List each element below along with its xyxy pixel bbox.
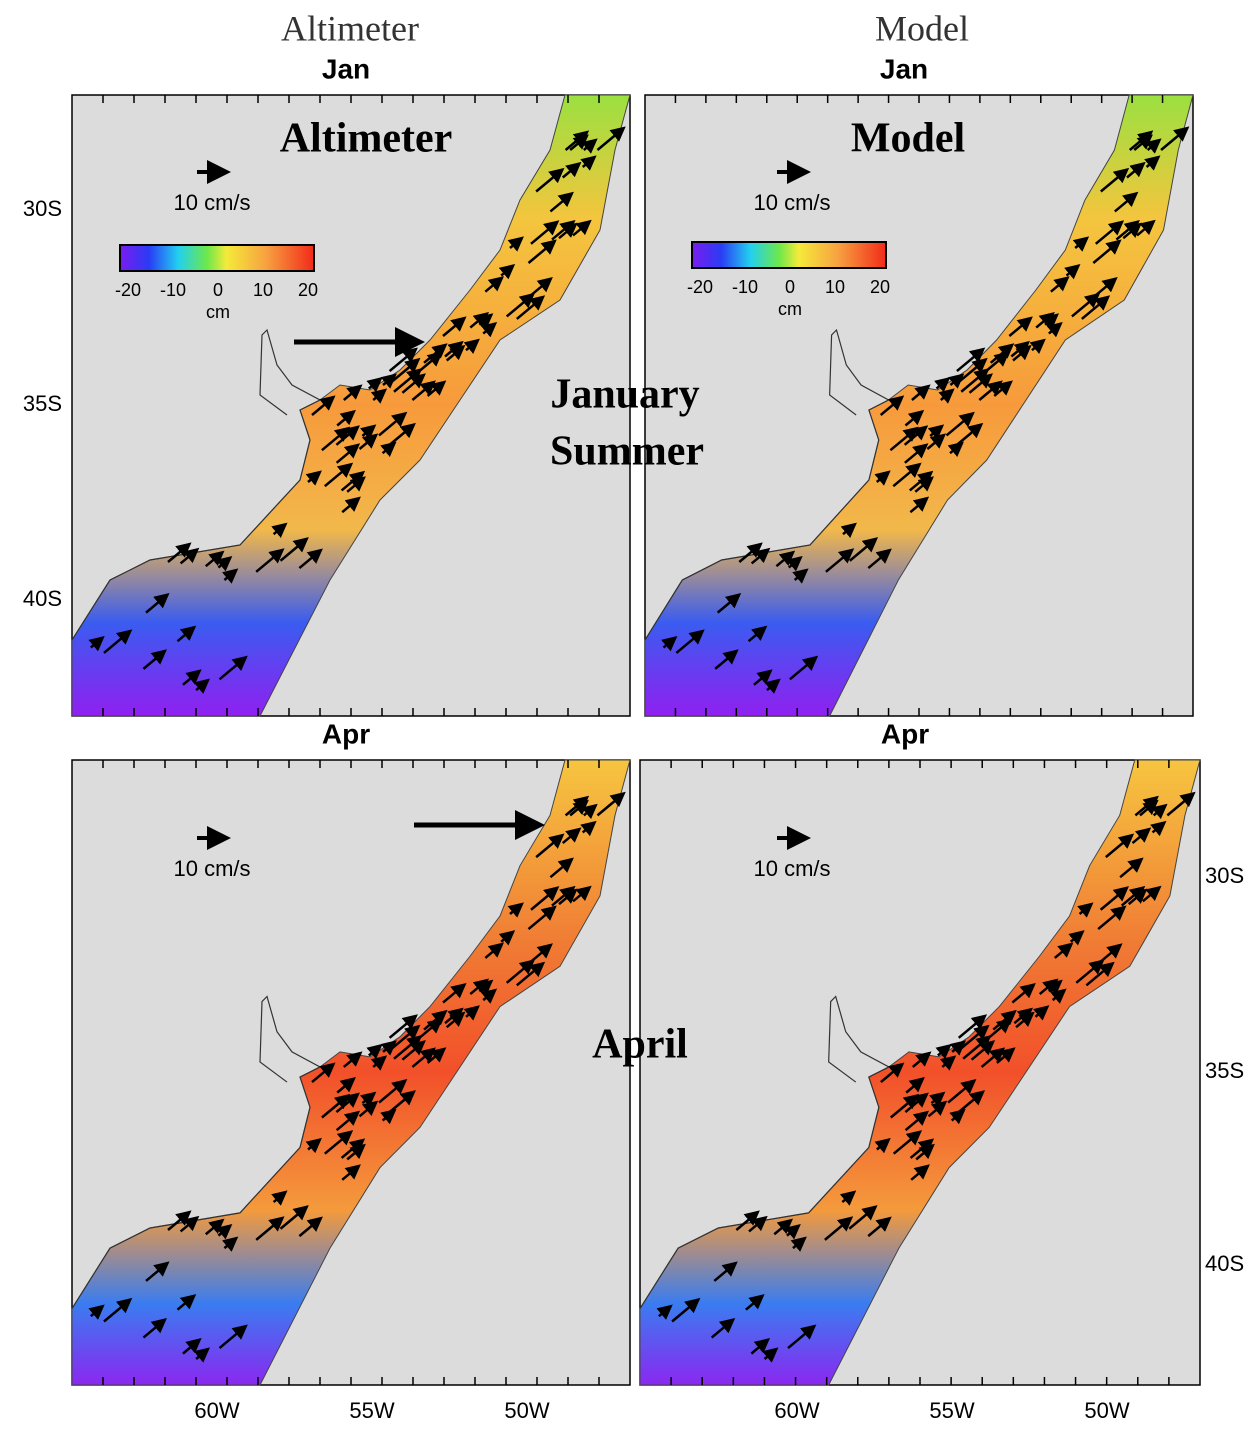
lat-label: 40S [23, 586, 62, 611]
colorbar-tick-label: -10 [732, 277, 758, 297]
annotation: Summer [550, 429, 704, 475]
colorbar [120, 245, 314, 271]
scale-label: 10 cm/s [173, 190, 250, 215]
colorbar-tick-label: -20 [115, 280, 141, 300]
colorbar-tick-label: -20 [687, 277, 713, 297]
month-label: Jan [880, 53, 928, 84]
lon-label: 50W [504, 1398, 549, 1423]
colorbar-unit: cm [778, 299, 802, 319]
map-panel: 10 cm/s Jan Model -20 -10 0 10 20 cm [645, 53, 1193, 716]
annotation: April [592, 1022, 688, 1068]
lon-label: 55W [929, 1398, 974, 1423]
scale-label: 10 cm/s [753, 190, 830, 215]
colorbar-tick-label: 10 [253, 280, 273, 300]
lat-label: 35S [23, 391, 62, 416]
colorbar-tick-label: 20 [870, 277, 890, 297]
colorbar-tick-label: 0 [213, 280, 223, 300]
lon-label: 60W [774, 1398, 819, 1423]
colorbar-unit: cm [206, 302, 230, 322]
overlay-title: Model [851, 116, 965, 162]
lat-label: 30S [1205, 863, 1244, 888]
month-label: Jan [322, 53, 370, 84]
month-label: Apr [881, 718, 929, 749]
lat-label: 30S [23, 196, 62, 221]
figure: Altimeter Model 10 cm/s Jan Altimeter -20 -1… [0, 0, 1260, 1432]
lat-label: 40S [1205, 1251, 1244, 1276]
lon-label: 50W [1084, 1398, 1129, 1423]
colorbar-tick-label: 0 [785, 277, 795, 297]
colorbar-tick-label: 20 [298, 280, 318, 300]
map-panel: 10 cm/s Apr [640, 718, 1200, 1385]
month-label: Apr [322, 718, 370, 749]
lat-label: 35S [1205, 1058, 1244, 1083]
map-panel: 10 cm/s Apr [72, 718, 630, 1385]
lon-label: 55W [349, 1398, 394, 1423]
scale-label: 10 cm/s [173, 856, 250, 881]
column-header: Altimeter [281, 8, 419, 48]
scale-label: 10 cm/s [753, 856, 830, 881]
colorbar [692, 242, 886, 268]
lon-label: 60W [194, 1398, 239, 1423]
annotation: January [550, 372, 699, 418]
overlay-title: Altimeter [280, 116, 453, 162]
colorbar-tick-label: -10 [160, 280, 186, 300]
colorbar-tick-label: 10 [825, 277, 845, 297]
map-panel: 10 cm/s Jan Altimeter -20 -10 0 10 20 cm [72, 53, 630, 716]
column-header: Model [875, 8, 969, 48]
